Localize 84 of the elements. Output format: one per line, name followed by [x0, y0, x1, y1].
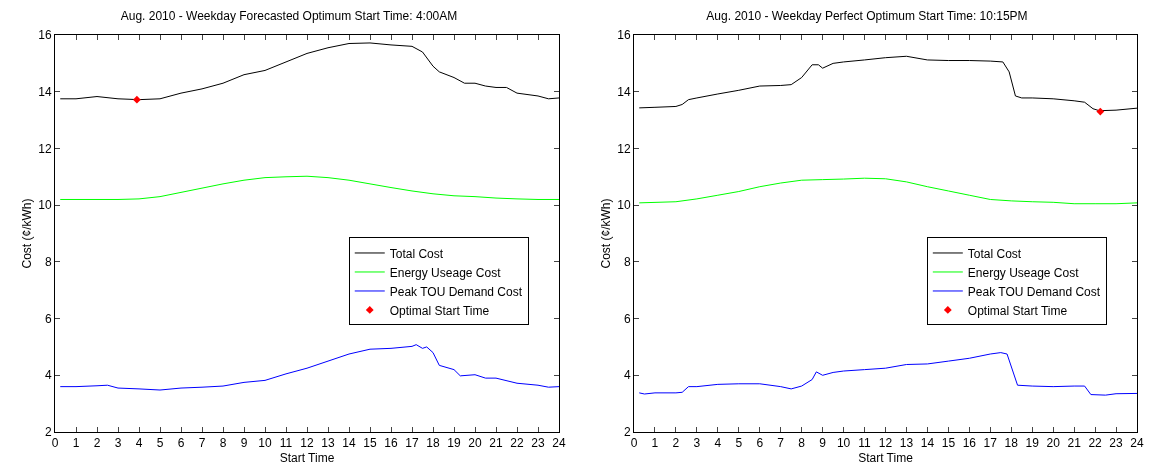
x-tick-label: 23: [1109, 436, 1124, 451]
x-tick-label: 19: [447, 436, 461, 451]
line-series: [59, 175, 559, 200]
x-tick-label: 12: [300, 436, 314, 451]
x-tick-label: 2: [672, 436, 680, 451]
y-tick-label: 14: [617, 84, 631, 99]
x-tick-label: 16: [962, 436, 977, 451]
y-axis-title: Cost (¢/kWh): [598, 198, 613, 269]
x-tick-label: 10: [836, 436, 851, 451]
x-tick-label: 21: [1067, 436, 1082, 451]
x-tick-label: 0: [51, 436, 59, 451]
legend-label: Energy Useage Cost: [389, 265, 502, 280]
x-tick-label: 10: [258, 436, 272, 451]
x-tick-label: 20: [1046, 436, 1061, 451]
x-tick-label: 18: [426, 436, 440, 451]
y-tick-label: 10: [617, 198, 631, 213]
x-tick-label: 7: [198, 436, 206, 451]
x-tick-label: 11: [858, 436, 872, 451]
x-tick-label: 8: [798, 436, 806, 451]
y-tick-label: 8: [623, 255, 631, 270]
x-tick-label: 19: [1025, 436, 1040, 451]
y-tick-label: 4: [44, 368, 52, 383]
x-tick-label: 14: [920, 436, 935, 451]
legend-label: Peak TOU Demand Cost: [967, 284, 1101, 299]
y-tick-label: 14: [38, 84, 52, 99]
line-series: [638, 352, 1137, 396]
x-tick-label: 1: [651, 436, 659, 451]
x-tick-label: 6: [756, 436, 764, 451]
chart-title: Aug. 2010 - Weekday Perfect Optimum Start Time: 10:15PM: [706, 9, 1028, 24]
x-tick-label: 16: [384, 436, 398, 451]
chart-title: Aug. 2010 - Weekday Forecasted Optimum Start Time: 4:00AM: [120, 9, 458, 24]
x-tick-label: 3: [693, 436, 701, 451]
y-tick-label: 12: [38, 141, 52, 156]
y-tick-label: 8: [44, 255, 52, 270]
x-tick-label: 17: [983, 436, 998, 451]
x-tick-label: 11: [279, 436, 293, 451]
x-tick-label: 14: [342, 436, 356, 451]
x-tick-label: 15: [941, 436, 956, 451]
x-tick-label: 20: [468, 436, 482, 451]
y-tick-label: 16: [617, 28, 631, 43]
x-tick-label: 24: [552, 436, 566, 451]
y-tick-label: 10: [38, 198, 52, 213]
x-tick-label: 7: [777, 436, 785, 451]
legend-label: Peak TOU Demand Cost: [389, 284, 523, 299]
legend-label: Energy Useage Cost: [967, 265, 1080, 280]
x-tick-label: 6: [177, 436, 185, 451]
x-tick-label: 2: [93, 436, 101, 451]
x-tick-label: 5: [735, 436, 743, 451]
legend-label: Optimal Start Time: [389, 303, 490, 318]
y-tick-label: 16: [38, 28, 52, 43]
y-tick-label: 2: [623, 425, 631, 440]
x-tick-label: 22: [510, 436, 524, 451]
x-axis-title: Start Time: [279, 451, 335, 466]
legend-label: Total Cost: [389, 246, 444, 261]
legend-label: Optimal Start Time: [967, 303, 1068, 318]
x-tick-label: 23: [531, 436, 545, 451]
line-series: [638, 177, 1137, 205]
y-tick-label: 6: [44, 311, 52, 326]
x-tick-label: 8: [219, 436, 227, 451]
x-tick-label: 3: [114, 436, 122, 451]
x-tick-label: 4: [135, 436, 143, 451]
x-tick-label: 12: [878, 436, 893, 451]
y-tick-label: 12: [617, 141, 631, 156]
line-series: [59, 344, 559, 391]
legend-label: Total Cost: [967, 246, 1022, 261]
x-tick-label: 13: [899, 436, 914, 451]
x-tick-label: 15: [363, 436, 377, 451]
x-tick-label: 18: [1004, 436, 1019, 451]
x-tick-label: 17: [405, 436, 419, 451]
x-tick-label: 22: [1088, 436, 1103, 451]
x-axis-title: Start Time: [858, 451, 914, 466]
x-tick-label: 21: [489, 436, 503, 451]
y-axis-title: Cost (¢/kWh): [19, 198, 34, 269]
x-tick-label: 4: [714, 436, 722, 451]
y-tick-label: 4: [623, 368, 631, 383]
x-tick-label: 9: [819, 436, 827, 451]
x-tick-label: 0: [630, 436, 638, 451]
y-tick-label: 6: [623, 311, 631, 326]
x-tick-label: 9: [240, 436, 248, 451]
x-tick-label: 13: [321, 436, 335, 451]
x-tick-label: 24: [1130, 436, 1144, 451]
y-tick-label: 2: [44, 425, 52, 440]
x-tick-label: 1: [72, 436, 80, 451]
x-tick-label: 5: [156, 436, 164, 451]
